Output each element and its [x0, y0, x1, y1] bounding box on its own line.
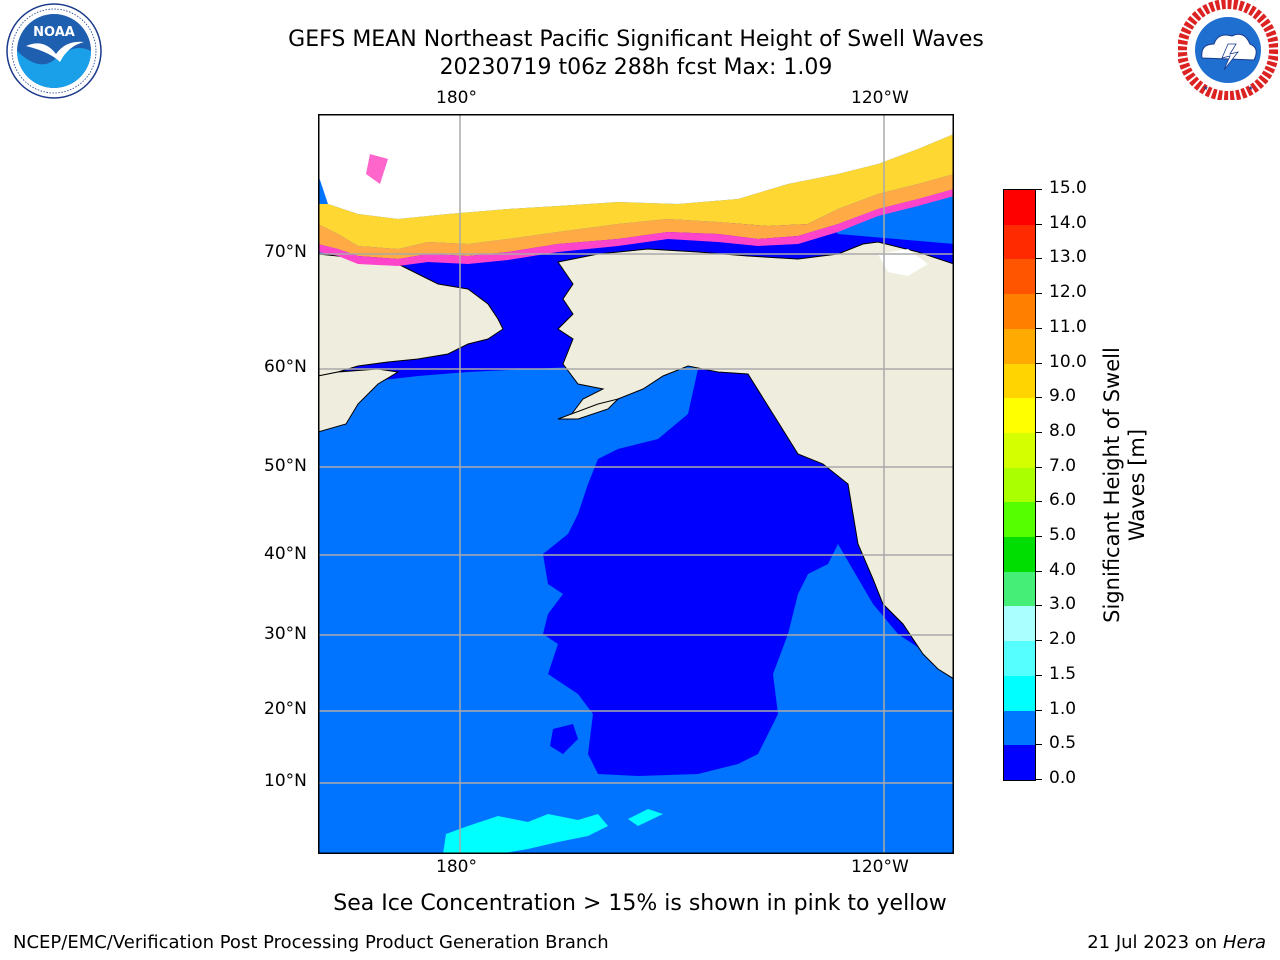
lat-label-10n: 10°N [264, 771, 307, 791]
colorbar-tick-label: 3.0 [1049, 594, 1077, 615]
sea-ice-note: Sea Ice Concentration > 15% is shown in … [333, 891, 947, 916]
colorbar-tick-label: 15.0 [1049, 178, 1087, 198]
colorbar-swatch [1004, 571, 1035, 607]
chart-title: GEFS MEAN Northeast Pacific Significant … [288, 27, 984, 52]
colorbar-swatch [1004, 328, 1035, 364]
colorbar-swatch [1004, 294, 1035, 329]
colorbar-tick-mark [1035, 605, 1042, 607]
colorbar-swatch [1004, 675, 1035, 711]
land-north-america [557, 241, 954, 680]
colorbar-swatch [1004, 641, 1035, 676]
colorbar-tick-mark [1035, 501, 1042, 503]
swell-high-region [443, 814, 608, 854]
lon-label-bottom-120w: 120°W [851, 857, 909, 877]
colorbar-tick-mark [1035, 674, 1042, 676]
lat-label-30n: 30°N [264, 624, 307, 644]
colorbar-swatch [1004, 190, 1035, 225]
colorbar-swatch [1004, 606, 1035, 642]
footer-credit: NCEP/EMC/Verification Post Processing Pr… [13, 932, 609, 953]
colorbar-tick-label: 9.0 [1049, 386, 1077, 407]
colorbar-tick-label: 2.0 [1049, 629, 1077, 650]
map-area [318, 114, 954, 854]
colorbar-tick-mark [1035, 779, 1042, 780]
colorbar-tick-mark [1035, 397, 1042, 399]
colorbar-tick-label: 10.0 [1049, 351, 1087, 372]
colorbar-tick-label: 1.0 [1049, 698, 1077, 719]
footer-machine: Hera [1222, 932, 1266, 953]
lon-label-top-180: 180° [436, 88, 477, 108]
colorbar-tick-label: 0.5 [1049, 733, 1077, 754]
colorbar-tick-mark [1035, 293, 1042, 295]
colorbar-tick-label: 14.0 [1049, 212, 1087, 233]
colorbar-swatch [1004, 537, 1035, 572]
chart-subtitle: 20230719 t06z 288h fcst Max: 1.09 [439, 55, 833, 80]
noaa-logo-text: NOAA [33, 25, 75, 40]
colorbar-tick-label: 8.0 [1049, 420, 1077, 441]
colorbar-tick-mark [1035, 570, 1042, 572]
colorbar-tick-label: 11.0 [1049, 316, 1087, 337]
colorbar-tick-label: 4.0 [1049, 559, 1077, 580]
colorbar-swatch [1004, 745, 1035, 780]
colorbar-swatch [1004, 467, 1035, 503]
colorbar-swatch [1004, 259, 1035, 295]
noaa-logo: NOAA [4, 2, 104, 100]
footer-date-text: 21 Jul 2023 on [1087, 932, 1223, 953]
lat-label-70n: 70°N [264, 242, 307, 262]
lat-label-50n: 50°N [264, 456, 307, 476]
colorbar-tick-mark [1035, 258, 1042, 260]
colorbar-title: Significant Height of Swell Waves [m] [1100, 189, 1150, 781]
colorbar-tick-label: 1.5 [1049, 663, 1077, 684]
lon-label-top-120w: 120°W [851, 88, 909, 108]
map-frame [318, 114, 954, 854]
svg-text:★: ★ [1203, 85, 1208, 92]
colorbar-tick-mark [1035, 431, 1042, 433]
colorbar-title-line1: Significant Height of Swell [1100, 347, 1124, 623]
colorbar-tick-mark [1035, 189, 1042, 190]
colorbar-tick-label: 7.0 [1049, 455, 1077, 476]
colorbar-tick-mark [1035, 327, 1042, 329]
lat-label-60n: 60°N [264, 357, 307, 377]
colorbar-tick-mark [1035, 709, 1042, 711]
colorbar-tick-label: 13.0 [1049, 247, 1087, 268]
colorbar-tick-mark [1035, 362, 1042, 364]
colorbar-tick-label: 6.0 [1049, 490, 1077, 511]
colorbar-swatch [1004, 363, 1035, 399]
colorbar-tick-mark [1035, 223, 1042, 225]
colorbar-tick-label: 12.0 [1049, 282, 1087, 303]
colorbar-swatch [1004, 432, 1035, 468]
colorbar-tick-mark [1035, 640, 1042, 642]
colorbar-tick-mark [1035, 536, 1042, 538]
colorbar-tick-label: 0.0 [1049, 768, 1077, 788]
nws-logo: ★ ★ [1177, 0, 1279, 101]
colorbar-tick-label: 5.0 [1049, 525, 1077, 546]
colorbar-tick-mark [1035, 744, 1042, 746]
colorbar-swatch [1004, 710, 1035, 746]
colorbar-title-line2: Waves [m] [1125, 428, 1149, 542]
sea-ice-region [318, 134, 954, 249]
lon-label-bottom-180: 180° [436, 857, 477, 877]
svg-text:★: ★ [1248, 85, 1253, 92]
colorbar-tick-mark [1035, 466, 1042, 468]
footer-date: 21 Jul 2023 on Hera [1087, 932, 1266, 953]
colorbar [1003, 189, 1036, 781]
lat-label-20n: 20°N [264, 699, 307, 719]
colorbar-swatch [1004, 224, 1035, 260]
graticule [318, 114, 954, 854]
lat-label-40n: 40°N [264, 544, 307, 564]
sea-ice-core [318, 114, 954, 219]
colorbar-swatch [1004, 502, 1035, 538]
colorbar-swatch [1004, 398, 1035, 433]
